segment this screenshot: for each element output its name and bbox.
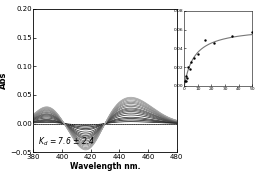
Text: $K_d$ = 7.6 ± 2.4: $K_d$ = 7.6 ± 2.4 (38, 135, 94, 147)
Point (186, 66, 190, 69)
Point (250, 31, 254, 33)
Point (183, 80, 187, 83)
Point (196, 53, 200, 56)
Point (189, 61, 193, 64)
X-axis label: Wavelength nm.: Wavelength nm. (70, 162, 140, 171)
Y-axis label: Abs: Abs (0, 72, 8, 89)
Point (212, 42, 216, 45)
Point (184, 74, 188, 77)
Point (230, 35, 234, 38)
Point (188, 68, 192, 71)
Point (185, 76, 189, 79)
Point (192, 56, 196, 59)
Point (184, 79, 188, 82)
Point (203, 38, 207, 41)
